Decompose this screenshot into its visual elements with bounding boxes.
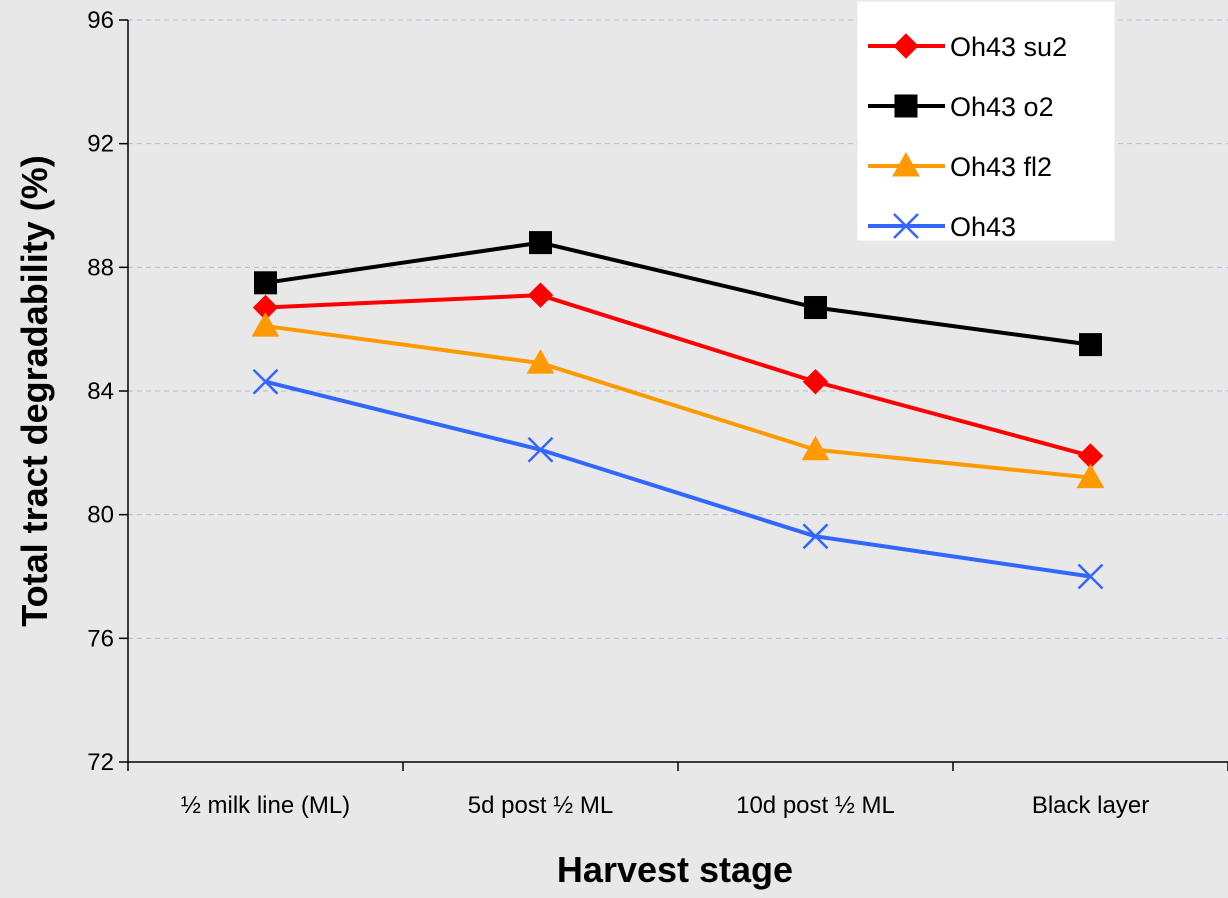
series-line-oh43-o2	[265, 240, 1091, 347]
point-oh43-o2-2	[804, 296, 827, 320]
point-oh43-fl2-2	[801, 435, 830, 461]
axes	[119, 19, 1228, 771]
series-line-oh43-su2	[265, 293, 1092, 458]
legend-item-oh43: Oh43	[868, 212, 1016, 242]
legend-label-oh43-fl2: Oh43 fl2	[950, 152, 1052, 182]
series-oh43-su2	[252, 282, 1104, 469]
point-oh43-0	[252, 368, 279, 395]
legend-marker-oh43-su2	[893, 33, 919, 59]
point-oh43-su2-2	[802, 369, 829, 395]
x-tick-labels: ½ milk line (ML) 5d post ½ ML 10d post ½ M…	[181, 792, 1149, 819]
series-oh43-o2	[254, 231, 1102, 357]
y-tick-label-88: 88	[87, 254, 114, 281]
legend-marker-oh43-fl2	[892, 151, 920, 177]
y-axis-title: Total tract degradability (%)	[14, 155, 55, 626]
gridlines	[128, 19, 1228, 639]
y-tick-label-96: 96	[87, 7, 114, 34]
y-tick-label-80: 80	[87, 502, 114, 529]
legend-label-oh43-o2: Oh43 o2	[950, 92, 1054, 122]
series-oh43	[252, 368, 1104, 590]
point-oh43-2	[802, 523, 829, 550]
legend-item-oh43-su2: Oh43 su2	[868, 32, 1067, 62]
series-oh43-fl2	[251, 312, 1105, 489]
y-tick-label-72: 72	[87, 749, 114, 776]
legend-item-oh43-o2: Oh43 o2	[868, 92, 1054, 122]
legend-label-oh43-su2: Oh43 su2	[950, 32, 1067, 62]
x-tick-label-3: Black layer	[1032, 792, 1149, 819]
point-oh43-fl2-0	[251, 312, 280, 337]
legend-marker-oh43-o2	[894, 94, 918, 118]
x-tick-label-0: ½ milk line (ML)	[181, 792, 350, 819]
x-tick-label-1: 5d post ½ ML	[468, 792, 613, 819]
point-oh43-o2-0	[254, 271, 277, 295]
y-tick-labels: 72 76 80 84 88 92 96	[87, 7, 114, 776]
legend-item-oh43-fl2: Oh43 fl2	[868, 151, 1052, 182]
y-tick-label-76: 76	[87, 625, 114, 652]
point-oh43-o2-3	[1079, 333, 1102, 357]
point-oh43-o2-1	[529, 231, 552, 255]
legend-marker-oh43	[893, 213, 919, 239]
legend: Oh43 su2 Oh43 o2 Oh43 fl2 Oh43	[857, 1, 1115, 242]
point-oh43-su2-1	[527, 282, 554, 308]
point-oh43-fl2-1	[526, 349, 555, 374]
y-tick-label-84: 84	[87, 378, 114, 405]
x-axis-title: Harvest stage	[557, 849, 793, 890]
series-group	[251, 231, 1105, 590]
series-line-oh43	[265, 379, 1091, 579]
series-line-oh43-fl2	[265, 324, 1091, 480]
y-tick-label-92: 92	[87, 131, 114, 158]
legend-label-oh43: Oh43	[950, 212, 1016, 242]
point-oh43-3	[1077, 563, 1104, 590]
point-oh43-fl2-3	[1076, 463, 1105, 489]
point-oh43-1	[527, 436, 554, 463]
x-tick-label-2: 10d post ½ ML	[736, 792, 895, 819]
